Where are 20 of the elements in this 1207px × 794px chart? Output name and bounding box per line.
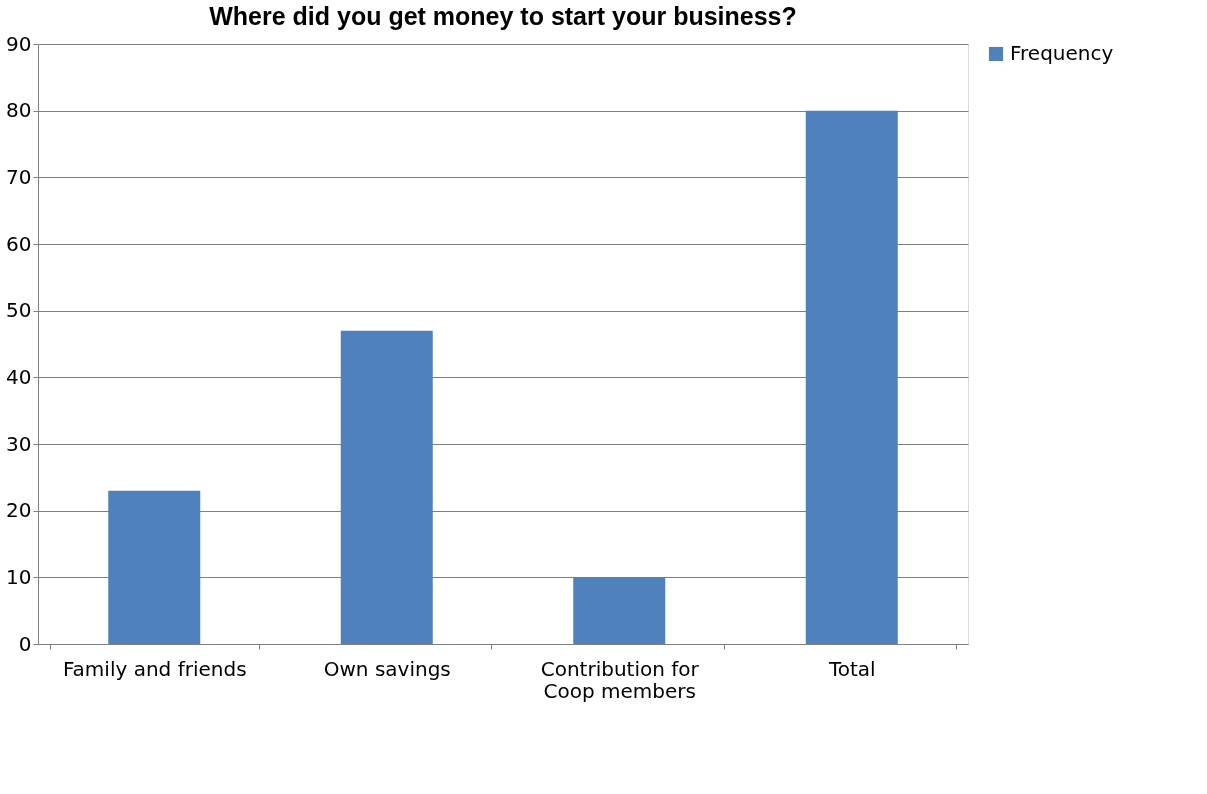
bar xyxy=(340,330,433,644)
bar xyxy=(573,577,666,644)
y-tick-label: 20 xyxy=(6,498,32,523)
x-tick-label: Family and friends xyxy=(62,656,247,681)
y-tick-label: 40 xyxy=(6,364,32,389)
x-tick-label: Own savings xyxy=(323,656,451,681)
y-tick-label: 50 xyxy=(6,298,32,323)
y-tick-label: 60 xyxy=(6,231,32,256)
y-tick-label: 80 xyxy=(6,98,32,123)
chart-title: Where did you get money to start your business? xyxy=(209,2,797,30)
x-tick-label: Contribution for Coop members xyxy=(540,656,700,703)
legend-label: Frequency xyxy=(1010,41,1114,65)
bar xyxy=(805,110,898,644)
y-tick-label: 10 xyxy=(6,564,32,589)
y-tick-label: 30 xyxy=(6,431,32,456)
y-tick-label: 70 xyxy=(6,164,32,189)
x-tick-label: Total xyxy=(827,656,876,681)
bar xyxy=(108,490,201,644)
y-tick-label: 90 xyxy=(6,31,32,56)
y-tick-label: 0 xyxy=(18,631,32,656)
